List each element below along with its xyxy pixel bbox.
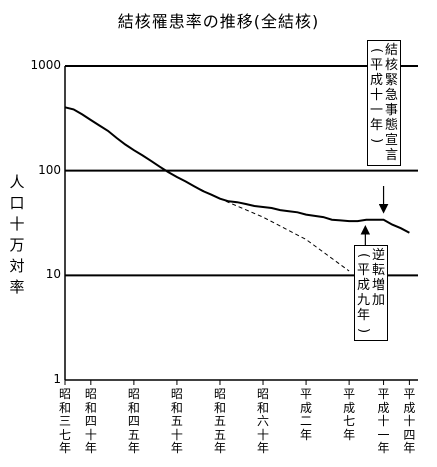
x-tick-label: 昭和五十年 [170,387,183,456]
y-label-char: 十 [9,215,25,233]
y-tick-label: 10 [45,267,61,282]
chart-title: 結核罹患率の推移(全結核) [117,12,320,31]
y-tick-label: 1 [53,372,61,386]
x-tick-label: 昭和五五年 [213,387,226,456]
callout-reverse-increase: (平成九年) 逆転増加 [354,245,388,341]
x-tick-label: 平成十一年 [377,387,390,456]
y-label-char: 人 [9,173,25,191]
trend-line-dashed [193,185,350,272]
incidence-line [64,106,410,234]
y-axis-label: 人口十万対率 [8,172,26,298]
x-tick-label: 平成十四年 [403,387,416,456]
y-label-char: 率 [9,278,25,296]
x-tick-label: 平成二年 [300,387,313,442]
y-tick-label: 100 [38,162,61,177]
x-tick-label: 昭和六十年 [257,387,270,456]
y-label-char: 対 [9,257,25,275]
callout-tb-emergency-declaration: (平成十一年) 結核緊急事態宣言 [367,40,401,166]
x-tick-label: 昭和三七年 [58,387,71,456]
y-label-char: 口 [9,194,25,212]
x-tick-label: 昭和四五年 [127,387,140,456]
y-tick-label: 1000 [30,58,61,72]
x-tick-label: 平成七年 [343,387,356,442]
x-tick-label: 昭和四十年 [84,387,97,456]
y-label-char: 万 [9,236,25,254]
